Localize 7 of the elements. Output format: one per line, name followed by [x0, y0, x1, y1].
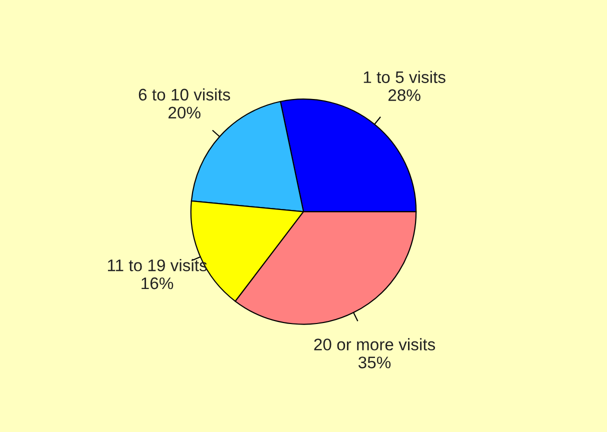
slice-label: 1 to 5 visits — [364, 70, 446, 84]
slice-label: 20 or more visits — [314, 338, 436, 350]
data-label: 16% — [142, 277, 174, 290]
slice-label: 6 to 10 visits — [138, 88, 230, 101]
data-label: 20% — [168, 106, 200, 119]
data-label: 35% — [358, 356, 391, 368]
data-label: 28% — [388, 89, 420, 102]
